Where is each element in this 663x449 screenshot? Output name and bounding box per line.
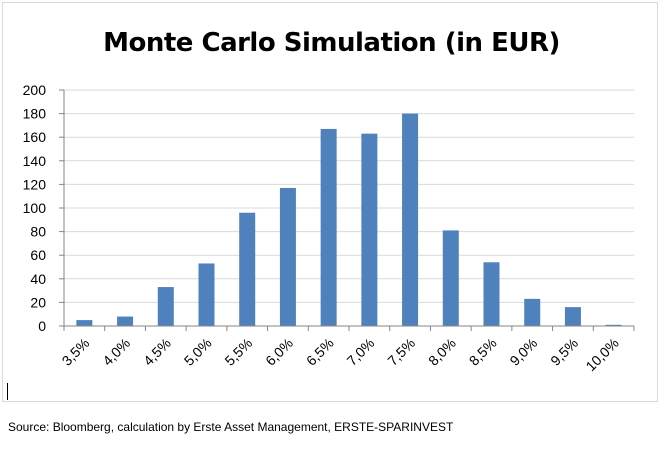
y-tick-label: 80 <box>30 224 46 240</box>
x-tick-label: 5,0% <box>181 335 215 369</box>
x-tick-label: 8,0% <box>425 335 459 369</box>
bar <box>442 230 459 326</box>
bar <box>157 287 174 326</box>
x-tick-label: 7,5% <box>384 335 418 369</box>
x-tick-label: 6,5% <box>303 335 337 369</box>
y-tick-label: 20 <box>30 294 46 310</box>
source-note: Source: Bloomberg, calculation by Erste … <box>8 420 454 434</box>
bar <box>402 113 419 326</box>
y-tick-label: 100 <box>23 200 47 216</box>
x-tick-label: 4,0% <box>99 335 133 369</box>
bar <box>483 262 500 326</box>
x-tick-label: 3,5% <box>59 335 93 369</box>
y-tick-label: 180 <box>23 106 47 122</box>
bar <box>524 298 541 326</box>
x-tick-label: 5,5% <box>221 335 255 369</box>
bar <box>605 324 622 326</box>
y-tick-label: 60 <box>30 247 46 263</box>
y-tick-label: 200 <box>23 82 47 98</box>
bar <box>361 133 378 326</box>
y-tick-label: 140 <box>23 153 47 169</box>
bar <box>279 187 296 326</box>
x-tick-label: 7,0% <box>344 335 378 369</box>
bar <box>239 212 256 326</box>
y-tick-label: 40 <box>30 271 46 287</box>
bar <box>564 307 581 326</box>
x-tick-label: 10,0% <box>582 335 621 374</box>
bar <box>320 128 337 326</box>
y-tick-label: 0 <box>38 318 46 334</box>
x-tick-label: 4,5% <box>140 335 174 369</box>
bar <box>198 263 215 326</box>
x-tick-label: 9,0% <box>506 335 540 369</box>
chart-title: Monte Carlo Simulation (in EUR) <box>103 28 560 58</box>
x-tick-label: 8,5% <box>466 335 500 369</box>
bar <box>76 320 93 326</box>
x-tick-label: 6,0% <box>262 335 296 369</box>
y-tick-label: 120 <box>23 176 47 192</box>
y-tick-label: 160 <box>23 129 47 145</box>
frame-edge-mark <box>7 383 8 400</box>
bar <box>117 316 134 326</box>
x-tick-label: 9,5% <box>547 335 581 369</box>
